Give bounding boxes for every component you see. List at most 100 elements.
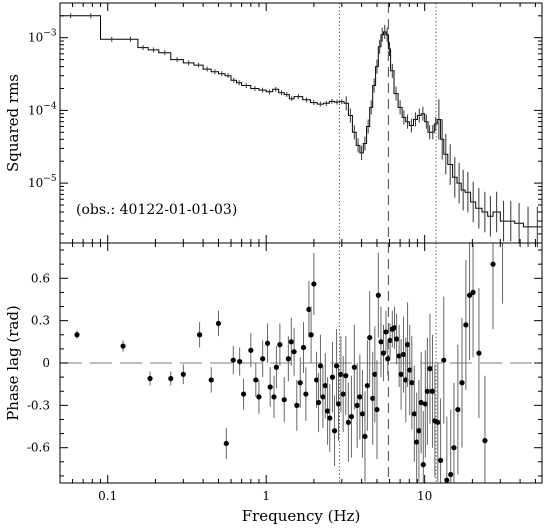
phase-lag-point-94 xyxy=(470,289,476,296)
phase-lag-point-82 xyxy=(429,388,436,394)
phase-lag-point-36 xyxy=(322,382,328,389)
phase-lag-point-29 xyxy=(306,306,312,312)
phase-lag-point-63 xyxy=(387,337,393,344)
phase-lag-point-46 xyxy=(345,419,351,425)
phase-lag-point-10 xyxy=(237,358,243,365)
phase-lag-point-39 xyxy=(329,374,336,380)
phase-lag-point-33 xyxy=(315,399,322,406)
bottom-frame xyxy=(59,242,543,484)
phase-lag-point-80 xyxy=(424,388,430,394)
phase-lag-point-24 xyxy=(291,349,297,355)
phase-lag-point-71 xyxy=(404,342,411,348)
phase-lag-point-93 xyxy=(466,292,473,298)
phase-lag-point-18 xyxy=(271,394,277,400)
phase-lag-point-53 xyxy=(364,382,370,389)
phase-lag-point-6 xyxy=(208,377,214,383)
phase-lag-point-75 xyxy=(414,439,420,445)
top-y-ticks: 10−5 10−4 10−3 xyxy=(28,2,542,235)
phase-lag-point-55 xyxy=(370,395,376,401)
bottom-y-tick-label-0: 0.6 xyxy=(31,271,50,285)
phase-lag-point-21 xyxy=(281,397,287,403)
phase-lag-point-74 xyxy=(411,411,417,417)
phase-lag-point-52 xyxy=(362,433,368,440)
phase-lag-point-79 xyxy=(422,401,428,407)
phase-lag-point-32 xyxy=(313,377,320,383)
phase-lag-point-1 xyxy=(120,343,126,349)
bottom-y-ticks: 0.6 0.3 0 -0.3 -0.6 xyxy=(27,249,542,477)
phase-lag-point-47 xyxy=(348,414,355,420)
phase-lag-point-5 xyxy=(196,332,203,338)
phase-lag-point-61 xyxy=(383,329,389,335)
phase-lag-point-43 xyxy=(338,371,344,377)
phase-lag-point-7 xyxy=(215,320,222,327)
phase-lag-point-88 xyxy=(448,471,454,478)
phase-lag-point-37 xyxy=(324,408,331,414)
phase-lag-point-19 xyxy=(273,364,280,370)
x-tick-label-1: 1 xyxy=(262,489,270,503)
phase-lag-point-14 xyxy=(256,394,262,400)
phase-lag-point-76 xyxy=(416,428,422,434)
top-y-tick-label-0: 10−5 xyxy=(28,174,57,190)
phase-lag-point-41 xyxy=(333,363,340,369)
phase-lag-point-11 xyxy=(240,391,247,397)
bottom-y-tick-label-1: 0.3 xyxy=(31,314,50,328)
top-y-tick-exp-1: −4 xyxy=(43,101,57,111)
top-y-tick-label-1: 10−4 xyxy=(28,101,57,117)
phase-lag-point-95 xyxy=(476,350,482,356)
phase-lag-point-8 xyxy=(223,440,229,447)
top-step-line xyxy=(60,15,542,228)
phase-lag-point-35 xyxy=(320,394,326,400)
phase-lag-point-59 xyxy=(378,339,384,345)
phase-lag-point-45 xyxy=(343,373,349,379)
phase-lag-point-44 xyxy=(340,391,346,397)
top-series-line xyxy=(60,13,542,248)
phase-lag-point-20 xyxy=(277,342,283,348)
phase-lag-point-81 xyxy=(427,366,433,372)
phase-lag-point-73 xyxy=(409,380,415,386)
phase-lag-point-58 xyxy=(375,292,381,298)
phase-lag-point-9 xyxy=(230,357,236,363)
phase-lag-point-27 xyxy=(300,344,307,351)
phase-lag-point-40 xyxy=(331,428,338,434)
phase-lag-point-57 xyxy=(374,406,380,413)
phase-lag-point-69 xyxy=(400,351,407,358)
phase-lag-point-34 xyxy=(317,363,324,369)
phase-lag-point-4 xyxy=(180,371,186,377)
phase-lag-point-30 xyxy=(308,332,314,338)
x-tick-label-0: 0.1 xyxy=(98,489,117,503)
bottom-y-axis-title: Phase lag (rad) xyxy=(4,305,22,421)
phase-lag-point-50 xyxy=(357,394,363,400)
phase-lag-point-17 xyxy=(267,384,273,390)
phase-lag-point-13 xyxy=(253,377,259,383)
bottom-panel: 0.6 0.3 0 -0.3 -0.6 0.1 1 10 Phase lag (rad) F… xyxy=(4,242,543,525)
phase-lag-point-49 xyxy=(354,402,360,408)
phase-lag-point-51 xyxy=(359,411,366,417)
top-y-tick-exp-2: −3 xyxy=(43,29,57,39)
phase-lag-point-60 xyxy=(380,350,387,356)
phase-lag-point-66 xyxy=(393,336,400,342)
phase-lag-point-42 xyxy=(335,401,342,407)
top-panel: 10−5 10−4 10−3 (obs.: 40122-01-01-03) Squa… xyxy=(4,2,543,248)
phase-lag-point-25 xyxy=(294,402,300,408)
phase-lag-point-91 xyxy=(459,380,465,386)
phase-lag-point-86 xyxy=(441,357,447,363)
phase-lag-point-77 xyxy=(418,399,424,406)
phase-lag-point-48 xyxy=(351,364,357,370)
bottom-y-tick-label-4: -0.6 xyxy=(27,441,50,455)
phase-lag-point-92 xyxy=(463,322,469,328)
bottom-x-ticks: 0.1 1 10 xyxy=(59,243,536,503)
phase-lag-point-84 xyxy=(435,419,441,425)
phase-lag-point-65 xyxy=(391,325,398,331)
phase-lag-point-78 xyxy=(420,462,426,468)
phase-lag-point-68 xyxy=(398,371,404,377)
phase-lag-point-15 xyxy=(260,356,266,362)
phase-lag-point-16 xyxy=(264,340,271,346)
top-annotation: (obs.: 40122-01-01-03) xyxy=(76,202,237,218)
phase-lag-point-62 xyxy=(385,356,391,362)
phase-lag-point-97 xyxy=(490,261,496,267)
phase-lag-point-23 xyxy=(288,339,294,345)
phase-lag-point-0 xyxy=(74,332,80,338)
phase-lag-point-89 xyxy=(451,445,457,451)
top-y-tick-label-2: 10−3 xyxy=(28,29,57,45)
phase-lag-point-26 xyxy=(297,380,303,386)
